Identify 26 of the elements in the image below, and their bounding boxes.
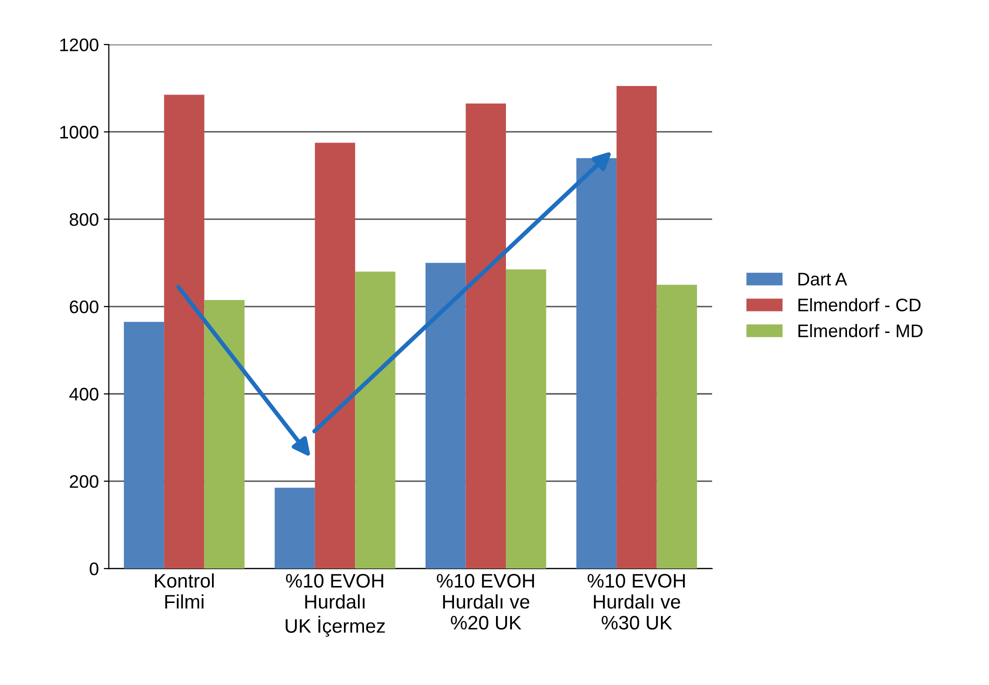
bar — [426, 262, 466, 569]
bar — [466, 103, 506, 569]
bar — [355, 272, 396, 569]
bar — [506, 269, 546, 569]
bar — [164, 94, 204, 569]
bar — [124, 322, 164, 569]
y-tick-label: 0 — [90, 562, 98, 576]
y-tick-label: 600 — [70, 300, 98, 314]
bar — [656, 284, 697, 569]
x-tick-label: %10 EVOH Hurdalı ve %30 UK — [588, 574, 685, 630]
bar — [274, 488, 315, 569]
bar — [204, 300, 245, 569]
legend-label: Elmendorf - MD — [798, 324, 923, 338]
x-tick-label: %10 EVOH Hurdalı UK İçermez — [286, 574, 385, 637]
legend-label: Dart A — [798, 272, 848, 286]
bar — [616, 86, 657, 569]
legend-label: Elmendorf - CD — [798, 298, 921, 312]
x-tick-label: Kontrol Filmi — [154, 573, 214, 608]
y-tick-label: 800 — [70, 213, 98, 226]
bar — [576, 158, 617, 569]
bar — [314, 142, 356, 569]
y-tick-label: 400 — [69, 388, 98, 401]
x-tick-label: %10 EVOH Hurdalı ve %20 UK — [436, 574, 534, 630]
y-tick-label: 1200 — [60, 38, 98, 52]
y-tick-label: 1000 — [60, 126, 98, 139]
y-tick-label: 200 — [70, 475, 98, 488]
